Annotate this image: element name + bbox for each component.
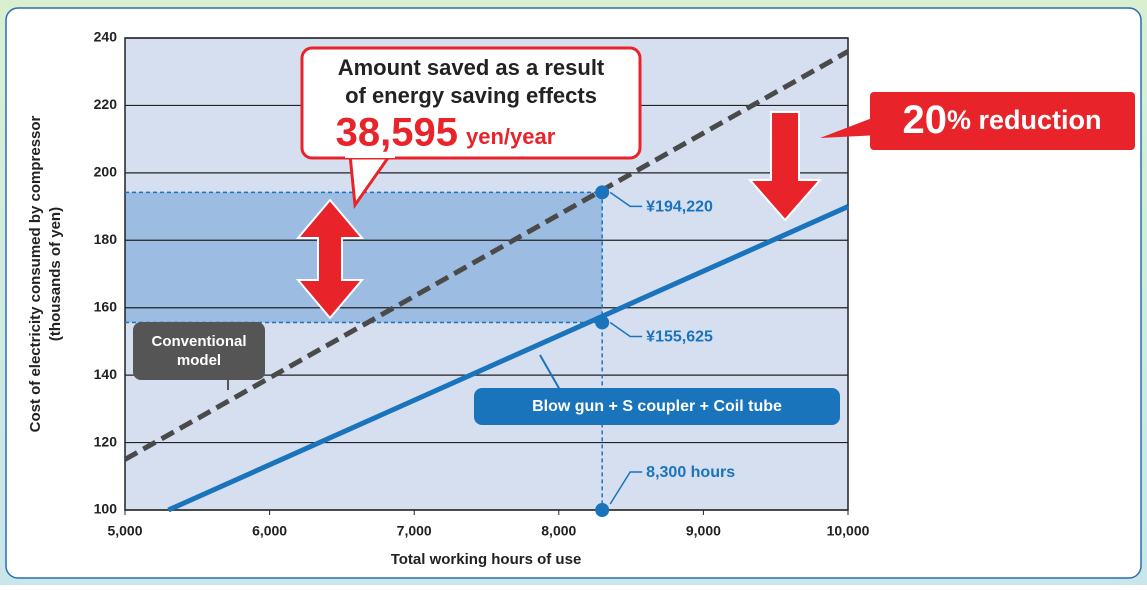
x-tick-label: 10,000 (827, 523, 870, 539)
legend-pointer (539, 354, 561, 391)
x-tick-label: 6,000 (252, 523, 287, 539)
reduction-label: 20% reduction (902, 98, 1101, 142)
y-axis-label: Cost of electricity consumed by compress… (27, 115, 44, 432)
marker-label: 8,300 hours (646, 464, 735, 481)
x-tick-label: 7,000 (397, 523, 432, 539)
marker-leader (609, 321, 643, 338)
y-tick-label: 180 (94, 231, 118, 247)
plot: 100 120 140 160 180 200 220 240 5,000 6,000 7,000 8… (94, 29, 870, 539)
reduction-number: 20 (902, 98, 947, 142)
x-tick-label: 9,000 (686, 523, 721, 539)
callout-text: of energy saving effects (345, 83, 597, 108)
reduction-arrow (747, 111, 823, 222)
callout-box (300, 46, 642, 160)
marker-leader (609, 471, 643, 505)
reduction-text: % reduction (947, 105, 1102, 135)
series-line (167, 204, 850, 513)
x-tick-label: 5,000 (107, 523, 142, 539)
y-tick-label: 240 (94, 29, 118, 45)
difference-arrow (295, 198, 365, 320)
x-tick-label: 8,000 (541, 523, 576, 539)
legend-label: Conventional model (151, 333, 246, 369)
x-axis-label: Total working hours of use (391, 551, 582, 568)
marker (595, 503, 610, 517)
reduction-box (870, 92, 1135, 150)
callout-amount: 38,595 (336, 111, 458, 155)
y-tick-label: 200 (94, 164, 118, 180)
marker (595, 185, 610, 200)
callout-text: Amount saved as a result (338, 55, 605, 80)
y-axis-label: (thousands of yen) (47, 207, 64, 341)
saving-area (125, 192, 603, 323)
callout-joint (345, 150, 395, 158)
y-tick-label: 160 (94, 298, 118, 314)
legend-label: Blow gun + S coupler + Coil tube (532, 398, 782, 415)
y-tick-label: 100 (94, 501, 118, 517)
legend-box (474, 388, 840, 425)
callout-unit: yen/year (466, 124, 556, 149)
y-tick-label: 220 (94, 96, 118, 112)
legend-box (133, 322, 265, 380)
y-tick-label: 140 (94, 366, 118, 382)
y-tick-label: 120 (94, 433, 118, 449)
marker-label: ¥194,220 (646, 199, 713, 216)
plot-border (124, 37, 849, 511)
marker (595, 315, 610, 330)
marker-leader (609, 191, 643, 208)
series-line (123, 49, 850, 462)
marker-label: ¥155,625 (646, 329, 713, 346)
reduction-pointer (820, 115, 880, 138)
